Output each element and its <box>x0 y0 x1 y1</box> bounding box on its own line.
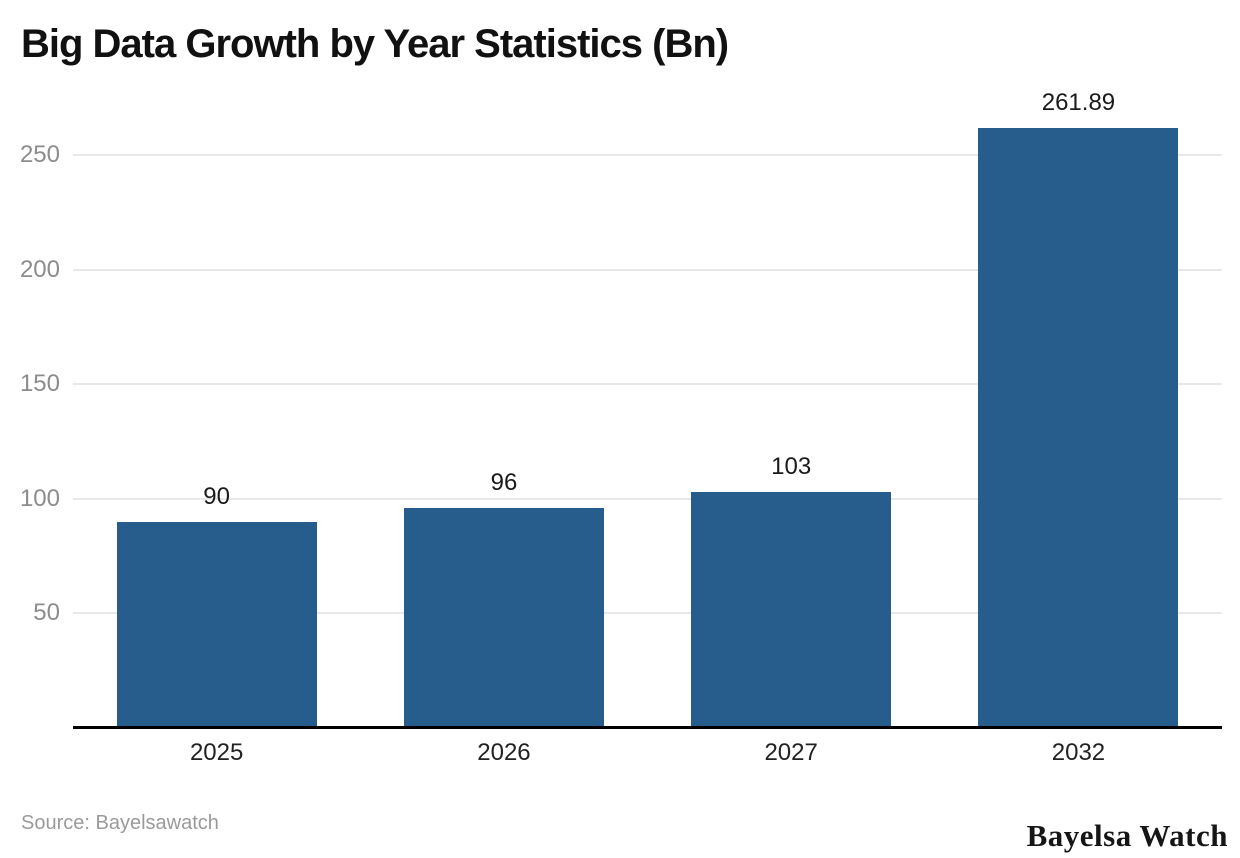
y-tick-label: 150 <box>19 370 60 398</box>
source-note: Source: Bayelsawatch <box>21 812 219 834</box>
gridline <box>73 383 1222 386</box>
x-axis-line <box>73 726 1222 729</box>
y-tick-label: 100 <box>19 484 60 512</box>
gridline <box>73 497 1222 500</box>
bar <box>403 508 604 728</box>
bar <box>978 127 1179 728</box>
x-tick-label: 2027 <box>764 739 818 766</box>
gridline <box>73 612 1222 615</box>
x-tick-label: 2025 <box>189 739 244 766</box>
y-tick-label: 50 <box>33 599 60 627</box>
brand-logo: Bayelsa Watch <box>1026 818 1228 853</box>
bar-value-label: 103 <box>771 452 812 480</box>
y-tick-label: 200 <box>19 255 60 283</box>
x-tick-label: 2032 <box>1051 739 1106 766</box>
bar <box>116 521 317 728</box>
gridline <box>73 268 1222 271</box>
x-tick-label: 2026 <box>477 739 531 766</box>
y-tick-label: 250 <box>19 141 60 168</box>
bar-value-label: 261.89 <box>1041 88 1116 116</box>
gridline <box>73 154 1222 156</box>
bar-value-label: 96 <box>490 469 518 496</box>
bar-value-label: 90 <box>203 482 230 510</box>
bar <box>691 491 892 728</box>
chart-title: Big Data Growth by Year Statistics (Bn) <box>21 22 729 66</box>
